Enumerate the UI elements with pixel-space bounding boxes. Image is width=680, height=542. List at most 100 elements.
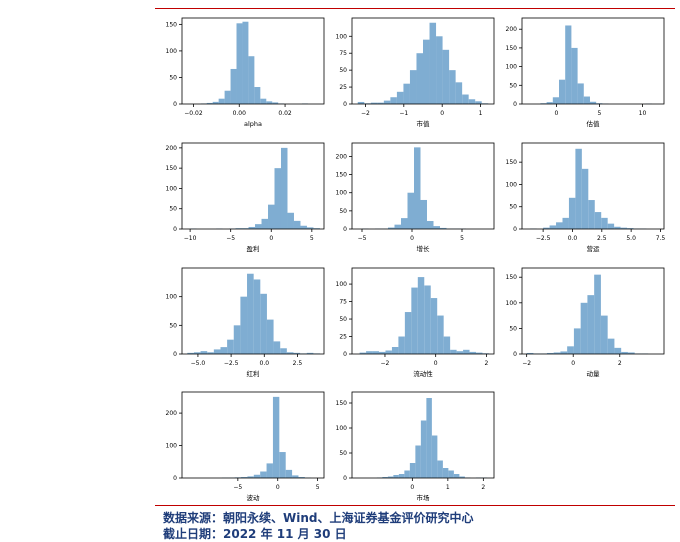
x-tick-label: −2.5 xyxy=(224,360,239,367)
y-tick-label: 50 xyxy=(339,450,347,457)
histogram-bar xyxy=(373,351,379,354)
y-tick-label: 0 xyxy=(173,226,177,233)
y-tick-label: 200 xyxy=(166,145,178,152)
histogram-bar xyxy=(469,99,476,104)
histogram-bar xyxy=(240,297,247,354)
x-tick-label: 0 xyxy=(269,235,273,242)
x-axis-label: 波动 xyxy=(247,493,261,502)
histogram-bar xyxy=(300,226,306,229)
histogram-bar xyxy=(569,198,575,229)
x-axis-label: 动量 xyxy=(587,370,601,378)
histogram-bar xyxy=(550,225,556,229)
histogram-bar xyxy=(553,97,559,104)
histogram-bar xyxy=(262,219,268,229)
histogram-bar xyxy=(408,193,415,229)
y-tick-label: 100 xyxy=(506,64,518,71)
histogram-bar xyxy=(457,351,463,354)
x-tick-label: 5 xyxy=(310,235,314,242)
y-tick-label: 50 xyxy=(169,74,177,81)
histogram-bar xyxy=(426,398,432,478)
histogram-bar xyxy=(294,221,300,229)
y-tick-label: 100 xyxy=(336,33,348,40)
x-axis-label: 营运 xyxy=(587,244,601,253)
histogram-bar xyxy=(399,474,405,478)
histogram-bar xyxy=(443,468,449,478)
x-tick-label: 0 xyxy=(410,484,414,491)
histogram-bar xyxy=(287,213,293,229)
histogram-bar xyxy=(260,294,267,354)
y-tick-label: 50 xyxy=(339,208,347,215)
histogram-bar xyxy=(286,470,292,478)
y-tick-label: 150 xyxy=(166,21,178,28)
histogram-bar xyxy=(260,472,266,478)
x-tick-label: 0 xyxy=(434,360,438,367)
y-tick-label: 75 xyxy=(339,299,347,306)
histogram-bar xyxy=(462,95,469,104)
histogram-bar xyxy=(475,101,482,104)
histogram-bar xyxy=(410,463,416,478)
histogram-bar xyxy=(397,92,404,104)
histogram-bar xyxy=(279,452,285,478)
histogram-bar xyxy=(456,82,463,104)
x-tick-label: 0 xyxy=(555,110,559,117)
histogram-bar xyxy=(247,274,254,354)
x-tick-label: 10 xyxy=(639,110,647,117)
x-tick-label: 0.02 xyxy=(278,110,292,117)
x-tick-label: 5 xyxy=(598,110,602,117)
histogram-bar xyxy=(280,348,287,354)
histogram-bar xyxy=(273,397,279,478)
y-tick-label: 0 xyxy=(173,101,177,108)
histogram-bar xyxy=(403,84,410,104)
y-tick-label: 0 xyxy=(513,351,517,358)
histogram-bar xyxy=(260,99,266,104)
histogram-bar xyxy=(444,337,450,354)
x-tick-label: 5 xyxy=(316,484,320,491)
histogram-bar xyxy=(601,316,608,354)
histogram-bar xyxy=(559,80,565,104)
y-tick-label: 50 xyxy=(509,325,517,332)
x-tick-label: 5 xyxy=(460,235,464,242)
y-tick-label: 0 xyxy=(343,226,347,233)
histogram-bar xyxy=(255,224,261,229)
y-tick-label: 50 xyxy=(169,322,177,329)
histogram-bar xyxy=(231,69,237,104)
histogram-bar xyxy=(562,218,568,229)
histogram-bar xyxy=(390,97,397,104)
histogram-bar xyxy=(434,226,441,229)
histogram-bar xyxy=(421,421,427,479)
histogram-bar xyxy=(581,303,588,354)
x-tick-label: 0.0 xyxy=(568,235,578,242)
histogram-bar xyxy=(414,147,421,229)
y-tick-label: 75 xyxy=(339,50,347,57)
histogram-bar xyxy=(219,99,225,104)
histogram-bar xyxy=(436,36,443,104)
x-tick-label: −1 xyxy=(399,110,408,117)
y-tick-label: 150 xyxy=(506,274,518,281)
x-tick-label: 1 xyxy=(446,484,450,491)
y-tick-label: 0 xyxy=(513,101,517,108)
y-tick-label: 150 xyxy=(506,159,518,166)
histogram-bar xyxy=(237,23,243,104)
x-tick-label: 0 xyxy=(571,360,575,367)
y-tick-label: 25 xyxy=(339,84,347,91)
histogram-bar xyxy=(450,350,456,354)
x-tick-label: −5.0 xyxy=(191,360,206,367)
histogram-bar xyxy=(567,346,574,354)
date-note: 截止日期：2022 年 11 月 30 日 xyxy=(163,525,347,542)
histogram-bar xyxy=(410,70,417,104)
histogram-bar xyxy=(242,22,248,104)
histogram-bar xyxy=(384,101,391,104)
x-tick-label: 5.0 xyxy=(626,235,636,242)
source-note: 数据来源：朝阳永续、Wind、上海证券基金评价研究中心 xyxy=(163,509,474,526)
histogram-bar xyxy=(601,218,607,229)
histogram-bar xyxy=(608,224,614,229)
x-tick-label: −5 xyxy=(226,235,235,242)
histogram-bar xyxy=(430,23,437,104)
histogram-bar xyxy=(416,53,423,104)
